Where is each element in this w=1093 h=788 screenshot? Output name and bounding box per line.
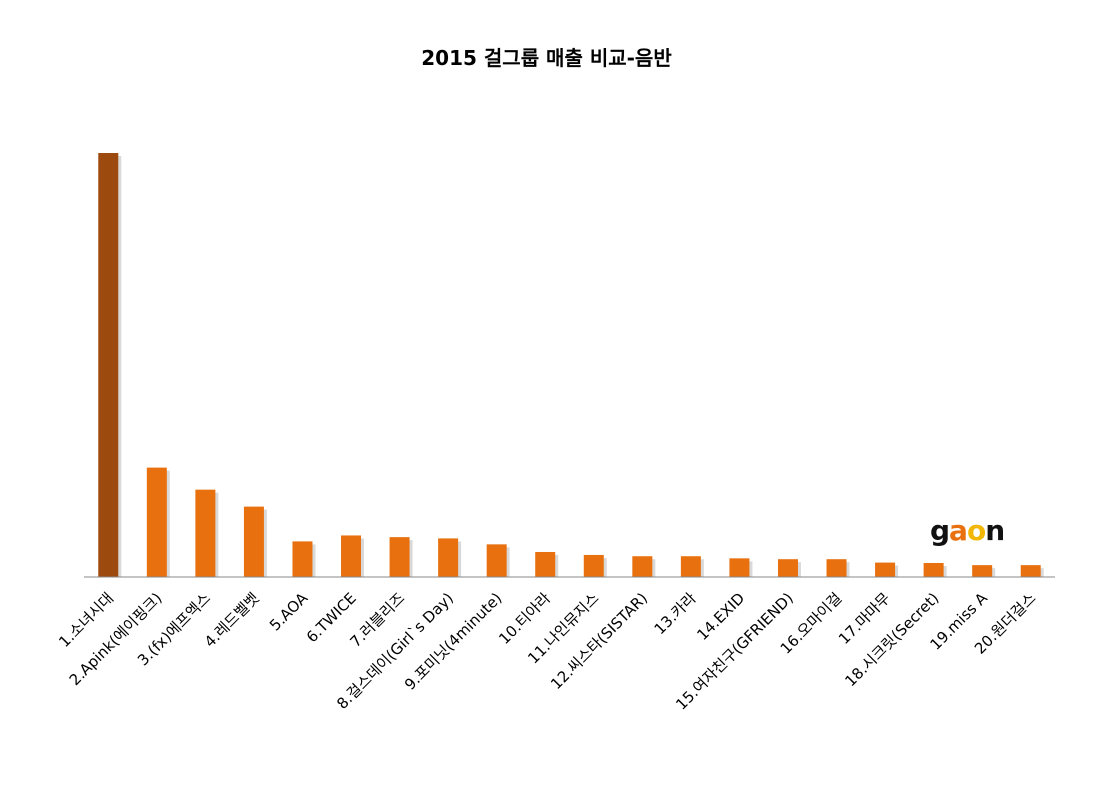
bar <box>972 565 993 577</box>
bar <box>389 537 410 577</box>
bar <box>826 559 847 577</box>
bar <box>875 562 896 577</box>
bar <box>923 563 944 577</box>
gaon-logo: gaon <box>930 514 1005 547</box>
bar <box>777 559 798 577</box>
bar <box>341 535 362 577</box>
x-tick-label: 5.AOA <box>266 589 312 635</box>
logo-letter-n: n <box>985 514 1005 547</box>
bar <box>146 467 167 577</box>
logo-letter-o: o <box>966 514 986 547</box>
bar <box>486 544 507 577</box>
bar <box>195 489 216 577</box>
bar <box>535 551 556 577</box>
logo-letter-a: a <box>949 514 968 547</box>
bar <box>729 558 750 577</box>
logo-letter-g: g <box>930 514 950 547</box>
bar <box>243 506 264 577</box>
bar <box>98 153 119 577</box>
bar <box>680 556 701 577</box>
chart-title: 2015 걸그룹 매출 비교-음반 <box>421 46 672 70</box>
bar <box>1020 565 1041 577</box>
bar <box>632 556 653 577</box>
bar <box>438 538 459 577</box>
bar <box>292 541 313 577</box>
bar <box>583 554 604 577</box>
